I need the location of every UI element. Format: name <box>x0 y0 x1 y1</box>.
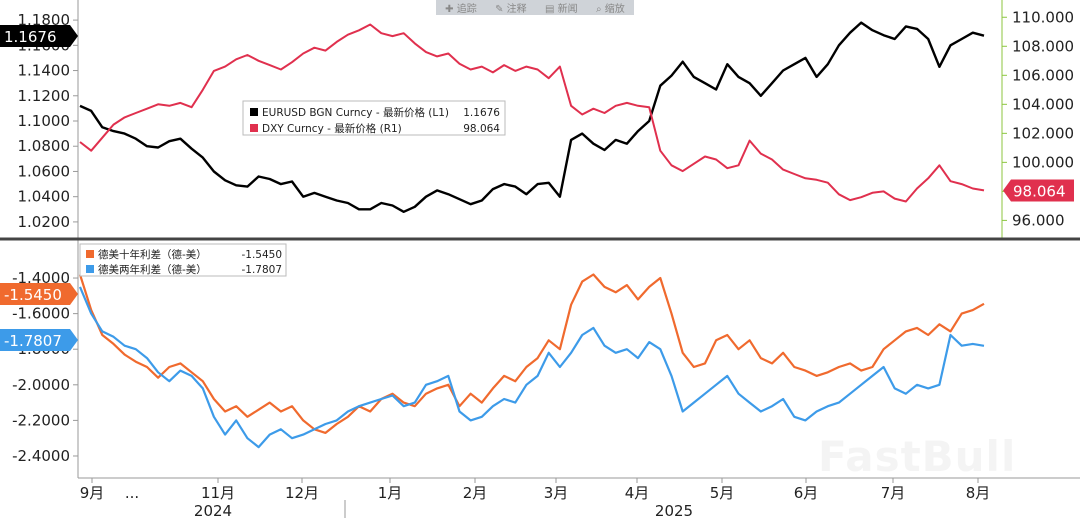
bottom-legend-box <box>79 243 287 277</box>
x-tick-label: 7月 <box>881 484 906 502</box>
toolbar-track-button[interactable]: ✚ 追踪 <box>445 4 477 15</box>
dxy-line <box>79 23 985 203</box>
x-tick-label: 3月 <box>544 484 569 502</box>
right-tick-label: 104.000 <box>1012 95 1074 113</box>
legend-value: 98.064 <box>463 123 500 135</box>
x-tick-label: 8月 <box>966 484 991 502</box>
eurusd-line <box>79 21 985 214</box>
x-tick-label: 9月 <box>80 484 105 502</box>
x-tick-label: 6月 <box>794 484 819 502</box>
bottom-tick-label: -2.2000 <box>12 411 70 429</box>
left-tick-label: 1.1800 <box>18 11 71 29</box>
x-tick-label: ... <box>125 484 139 502</box>
x-tick-label: 2月 <box>463 484 488 502</box>
legend-swatch <box>86 265 94 273</box>
bottom-tick-label: -2.0000 <box>12 376 70 394</box>
toolbar-label: 追踪 <box>456 4 477 15</box>
eurusd-last-value-tag: 1.1676 <box>4 28 57 46</box>
spread2-last-value-tag: -1.7807 <box>4 332 62 350</box>
spread10-last-value-tag: -1.5450 <box>4 286 62 304</box>
legend-value: -1.7807 <box>241 264 282 276</box>
toolbar-label: 新闻 <box>557 4 578 15</box>
watermark-text: FastBull <box>818 432 1017 481</box>
x-tick-label: 4月 <box>625 484 650 502</box>
dxy-last-value-tag-bg <box>1003 179 1074 202</box>
legend-swatch <box>250 124 258 132</box>
right-tick-label: 102.000 <box>1012 124 1074 142</box>
legend-label: 德美两年利差（德-美） <box>98 263 207 276</box>
left-tick-label: 1.1200 <box>18 87 71 105</box>
legend-value: -1.5450 <box>241 249 282 261</box>
legend-swatch <box>250 108 258 116</box>
right-tick-label: 100.000 <box>1012 153 1074 171</box>
toolbar-annotate-button[interactable]: ✎ 注释 <box>495 4 527 15</box>
x-tick-label: 5月 <box>710 484 735 502</box>
left-tick-label: 1.1000 <box>18 112 71 130</box>
bottom-tick-label: -1.4000 <box>12 269 70 287</box>
right-tick-label: 106.000 <box>1012 66 1074 84</box>
top-legend-box <box>242 100 506 136</box>
right-tick-label: 108.000 <box>1012 37 1074 55</box>
spread2-last-value-tag-bg <box>0 329 78 351</box>
year-label: 2024 <box>194 502 232 518</box>
left-tick-label: 1.1400 <box>18 62 71 80</box>
x-tick-label: 11月 <box>201 484 235 502</box>
left-tick-label: 1.0200 <box>18 213 71 231</box>
toolbar-label: 缩放 <box>604 4 625 15</box>
bottom-tick-label: -2.4000 <box>12 447 70 465</box>
bottom-tick-label: -1.6000 <box>12 305 70 323</box>
dxy-last-value-tag: 98.064 <box>1013 182 1066 200</box>
right-tick-label: 96.000 <box>1012 211 1065 229</box>
year-label: 2025 <box>655 502 693 518</box>
toolbar-zoom-button[interactable]: ⌕ 缩放 <box>596 4 625 15</box>
legend-label: DXY Curncy - 最新价格 (R1) <box>262 122 402 135</box>
legend-label: 德美十年利差（德-美） <box>98 248 207 261</box>
chart-toolbar: ✚ 追踪 ✎ 注释 ▤ 新闻 ⌕ 缩放 <box>436 0 634 15</box>
spread10-line <box>78 273 985 434</box>
spread2-line <box>78 286 985 449</box>
legend-swatch <box>86 250 94 258</box>
left-tick-label: 1.0400 <box>18 188 71 206</box>
toolbar-news-button[interactable]: ▤ 新闻 <box>545 4 578 15</box>
left-tick-label: 1.0800 <box>18 137 71 155</box>
legend-label: EURUSD BGN Curncy - 最新价格 (L1) <box>262 106 449 119</box>
eurusd-last-value-tag-bg <box>0 25 78 47</box>
legend-value: 1.1676 <box>463 107 500 119</box>
x-tick-label: 1月 <box>378 484 403 502</box>
toolbar-label: 注释 <box>506 4 527 15</box>
x-tick-label: 12月 <box>285 484 319 502</box>
right-tick-label: 110.000 <box>1012 8 1074 26</box>
left-tick-label: 1.0600 <box>18 162 71 180</box>
spread10-last-value-tag-bg <box>0 283 78 305</box>
